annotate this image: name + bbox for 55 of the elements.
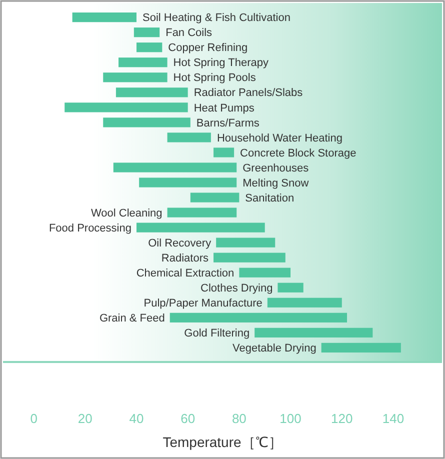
bar xyxy=(136,222,265,232)
bar xyxy=(118,58,168,68)
x-tick-label: 0 xyxy=(30,411,38,426)
y-tick-label: Radiator Panels/Slabs xyxy=(194,87,304,100)
y-tick-label: Heat Pumps xyxy=(194,102,255,114)
x-tick-label: 100 xyxy=(280,411,302,426)
bar xyxy=(267,298,342,308)
bar xyxy=(239,268,291,278)
y-tick-label: Radiators xyxy=(161,252,210,264)
y-tick-label: Wool Cleaning xyxy=(90,207,162,220)
y-tick-label: Household Water Heating xyxy=(216,132,343,144)
bar xyxy=(216,238,276,248)
y-tick-label: Food Processing xyxy=(48,222,132,234)
x-tick-label: 20 xyxy=(78,411,92,426)
bar xyxy=(167,208,237,218)
y-tick-label: Hot Spring Pools xyxy=(173,72,256,84)
y-tick-label: Copper Refining xyxy=(168,42,248,54)
bar xyxy=(170,312,348,322)
y-tick-label: Greenhouses xyxy=(242,162,310,174)
y-tick-label: Vegetable Drying xyxy=(232,342,316,355)
y-tick-label: Barns/Farms xyxy=(196,117,260,130)
bar xyxy=(254,328,373,338)
y-tick-label: Soil Heating & Fish Cultivation xyxy=(142,12,290,24)
bar xyxy=(278,282,304,292)
bar xyxy=(134,28,160,38)
y-tick-label: Hot Spring Therapy xyxy=(173,57,269,70)
bar xyxy=(167,132,211,142)
x-tick-label: 60 xyxy=(180,411,196,426)
bar xyxy=(190,192,240,202)
bar xyxy=(214,148,234,158)
bar xyxy=(64,102,188,112)
bar xyxy=(321,342,401,352)
x-tick-label: 140 xyxy=(382,411,404,426)
x-axis-title: Temperature［℃］ xyxy=(162,434,282,450)
y-tick-label: Clothes Drying xyxy=(200,282,273,294)
bar xyxy=(116,88,188,98)
x-tick-label: 80 xyxy=(232,411,246,426)
y-tick-label: Oil Recovery xyxy=(148,237,212,250)
bar xyxy=(136,42,162,52)
y-tick-label: Pulp/Paper Manufacture xyxy=(144,297,262,310)
y-tick-label: Melting Snow xyxy=(242,177,309,190)
y-tick-label: Concrete Block Storage xyxy=(240,147,356,160)
y-tick-label: Sanitation xyxy=(245,192,294,204)
y-tick-label: Gold Filtering xyxy=(184,328,250,340)
y-tick-label: Grain & Feed xyxy=(99,312,165,325)
bar xyxy=(214,252,286,262)
bar xyxy=(103,72,168,82)
y-tick-label: Chemical Extraction xyxy=(136,267,234,280)
y-tick-label: Fan Coils xyxy=(166,27,213,40)
bar xyxy=(113,162,237,172)
bar xyxy=(72,12,136,22)
bar xyxy=(103,118,190,128)
bar xyxy=(139,178,237,188)
x-tick-label: 120 xyxy=(331,411,353,426)
x-tick-label: 40 xyxy=(129,411,144,426)
